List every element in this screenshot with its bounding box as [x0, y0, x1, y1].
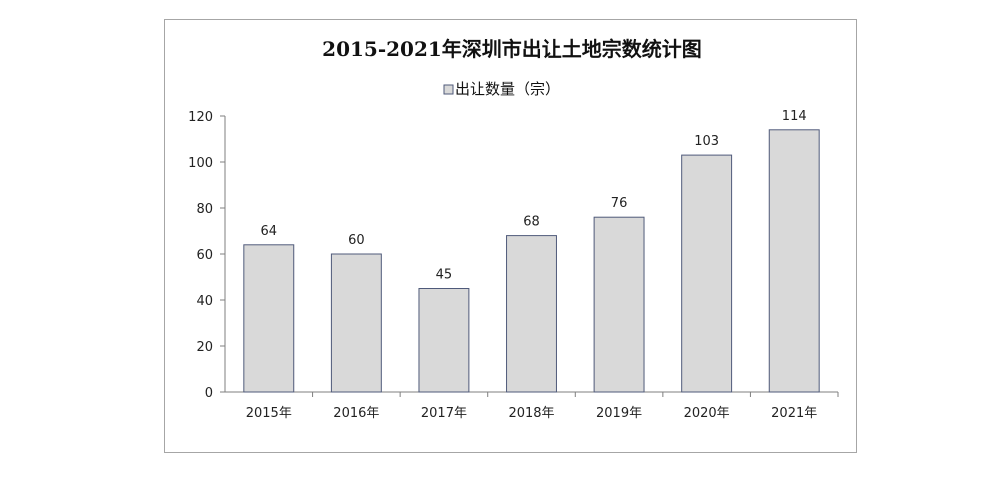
y-tick-label: 40 — [196, 294, 213, 309]
y-tick-label: 0 — [205, 386, 213, 401]
data-labels: 64 60 45 68 76 103 114 — [261, 109, 807, 283]
bar-2015年 — [243, 244, 295, 393]
x-tick-label: 2018年 — [508, 406, 554, 421]
bar-2018年 — [506, 235, 557, 393]
bars — [243, 129, 820, 393]
data-label: 45 — [436, 268, 453, 283]
legend: 出让数量（宗） — [443, 80, 560, 98]
bar-2021年 — [768, 129, 820, 393]
data-label: 68 — [523, 215, 540, 230]
x-tick-labels: 2015年 2016年 2017年 2018年 2019年 2020年 2021年 — [246, 406, 818, 421]
bar-2019年 — [593, 216, 645, 393]
x-tick-label: 2016年 — [333, 406, 379, 421]
x-tick-label: 2019年 — [596, 406, 642, 421]
x-tick-label: 2020年 — [684, 406, 730, 421]
y-tick-label: 120 — [188, 110, 213, 125]
y-tick-label: 60 — [196, 248, 213, 263]
y-tick-label: 20 — [196, 340, 213, 355]
x-tick-label: 2015年 — [246, 406, 292, 421]
y-tick-label: 100 — [188, 156, 213, 171]
x-tick-label: 2017年 — [421, 406, 467, 421]
data-label: 114 — [782, 109, 807, 124]
legend-swatch — [443, 84, 454, 95]
y-tick-labels: 0 20 40 60 80 100 120 — [188, 110, 213, 401]
x-tick-label: 2021年 — [771, 406, 817, 421]
chart-frame: 2015-2021年深圳市出让土地宗数统计图 出让数量（宗） 0 20 40 60 80… — [164, 19, 857, 453]
bar-2016年 — [330, 253, 382, 393]
y-tick-label: 80 — [196, 202, 213, 217]
bar-2017年 — [418, 288, 470, 393]
data-label: 103 — [694, 134, 719, 149]
chart-title: 2015-2021年深圳市出让土地宗数统计图 — [322, 37, 702, 61]
bar-chart: 2015-2021年深圳市出让土地宗数统计图 出让数量（宗） 0 20 40 60 80… — [188, 37, 839, 421]
bar-2020年 — [681, 154, 733, 393]
data-label: 64 — [261, 224, 278, 239]
legend-label: 出让数量（宗） — [455, 80, 560, 98]
data-label: 60 — [348, 233, 365, 248]
data-label: 76 — [611, 196, 628, 211]
